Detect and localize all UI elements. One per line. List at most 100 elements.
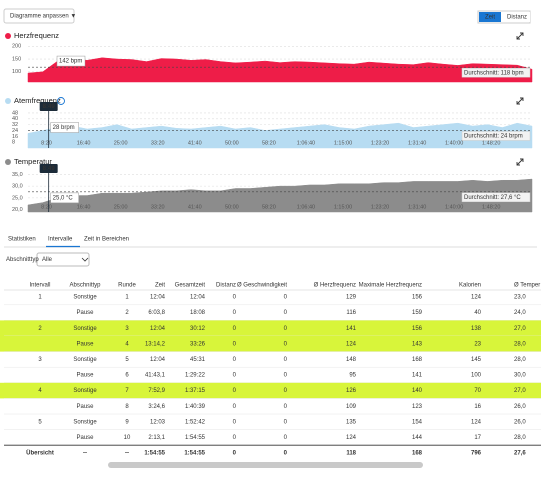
cell: 3 xyxy=(38,357,42,363)
cell: 12:04 xyxy=(150,357,166,363)
cell: 17 xyxy=(474,435,481,441)
cell: 18:08 xyxy=(190,310,206,316)
x-tick-label: 33:20 xyxy=(151,204,165,210)
cell: 140 xyxy=(412,388,423,394)
cell: 0 xyxy=(284,357,288,363)
cell: 12:04 xyxy=(190,295,206,301)
summary-cell: 0 xyxy=(233,451,237,457)
expand-icon xyxy=(516,97,524,105)
tab[interactable]: Statistiken xyxy=(8,237,36,243)
x-tick-label: 1:48:20 xyxy=(482,204,500,210)
cell: 0 xyxy=(284,435,288,441)
tooltip-label: 142 bpm xyxy=(59,59,82,65)
cell: Sonstige xyxy=(73,388,97,394)
average-label: Durchschnitt: 27,6 °C xyxy=(464,195,521,201)
x-tick-label: 1:06:40 xyxy=(297,204,315,210)
cell: 154 xyxy=(412,419,423,425)
cell: 16 xyxy=(474,404,481,410)
legend-dot xyxy=(5,159,11,165)
filter-select[interactable] xyxy=(36,252,90,267)
cell: 10 xyxy=(124,435,131,441)
cell: 41:43,1 xyxy=(145,373,166,379)
cell: 124 xyxy=(346,435,357,441)
tab[interactable]: Zeit in Bereichen xyxy=(84,237,129,243)
cell: 116 xyxy=(346,310,356,316)
cell: 145 xyxy=(471,357,482,363)
cell: 1 xyxy=(125,295,129,301)
cell: 1:29:22 xyxy=(185,373,206,379)
cell: Sonstige xyxy=(73,326,97,332)
x-tick-label: 1:48:20 xyxy=(482,140,500,146)
cell: 141 xyxy=(346,326,357,332)
x-tick-label: 1:15:00 xyxy=(334,204,352,210)
column-header: Ø Temper xyxy=(514,283,540,289)
cell: 26,0 xyxy=(514,404,526,410)
cell: 0 xyxy=(284,404,288,410)
cell: Sonstige xyxy=(73,357,97,363)
cell: 135 xyxy=(346,419,357,425)
column-header: Abschnittyp xyxy=(69,283,101,289)
summary-cell: Übersicht xyxy=(26,450,54,457)
cell: 7:52,9 xyxy=(148,388,165,394)
summary-cell: 118 xyxy=(346,451,356,457)
x-tick-label: 25:00 xyxy=(114,204,128,210)
tooltip-label: 28 brpm xyxy=(53,125,75,131)
tab[interactable]: Intervalle xyxy=(48,237,73,243)
x-tick-label: 1:23:20 xyxy=(371,140,389,146)
tooltip-box xyxy=(50,122,79,133)
cell: 12:04 xyxy=(150,326,166,332)
y-tick-label: 24 xyxy=(12,128,18,134)
dropdown-label: Diagramme anpassen ▼ xyxy=(10,14,76,20)
cell: 0 xyxy=(233,435,237,441)
cell: 0 xyxy=(233,404,237,410)
x-tick-label: 25:00 xyxy=(114,140,128,146)
x-tick-label: 58:20 xyxy=(262,204,276,210)
cell: Pause xyxy=(76,435,94,441)
cell: 27,0 xyxy=(514,388,526,394)
y-tick-label: 100 xyxy=(12,69,21,75)
cursor-badge xyxy=(39,102,58,111)
cell: 28,0 xyxy=(514,341,526,347)
cell: 123 xyxy=(412,404,423,410)
cell: 0 xyxy=(284,388,288,394)
y-tick-label: 48 xyxy=(12,110,18,116)
toggle-option[interactable] xyxy=(504,12,530,22)
x-tick-label: 58:20 xyxy=(262,140,276,146)
cell: 109 xyxy=(346,404,357,410)
cell: 6 xyxy=(125,373,129,379)
cell: 0 xyxy=(233,295,237,301)
summary-cell: 1:54:55 xyxy=(144,451,165,457)
cell: 27,0 xyxy=(514,326,526,332)
cell: 124 xyxy=(471,295,482,301)
cell: Pause xyxy=(76,341,94,347)
x-tick-label: 50:00 xyxy=(225,204,239,210)
cell: 2 xyxy=(125,310,129,316)
x-tick-label: 1:40:00 xyxy=(445,204,463,210)
cell: Pause xyxy=(76,373,94,379)
toggle-label: Zeit xyxy=(485,15,495,21)
column-header: Zeit xyxy=(155,283,165,289)
x-tick-label: 16:40 xyxy=(77,204,91,210)
y-tick-label: 150 xyxy=(12,56,21,62)
cell: 4 xyxy=(125,341,129,347)
summary-cell: 0 xyxy=(284,451,288,457)
scrollbar[interactable] xyxy=(108,462,423,468)
cell: 1:54:55 xyxy=(185,435,206,441)
cell: 0 xyxy=(284,419,288,425)
dropdown-button[interactable] xyxy=(3,8,75,24)
x-tick-label: 8:20 xyxy=(41,204,52,210)
x-tick-label: 1:31:40 xyxy=(408,140,426,146)
toggle-option[interactable] xyxy=(479,12,501,22)
x-tick-label: 1:06:40 xyxy=(297,140,315,146)
info-icon[interactable] xyxy=(57,97,65,105)
cell: 124 xyxy=(471,419,482,425)
summary-cell: -- xyxy=(83,451,87,457)
area xyxy=(27,122,533,149)
column-header: Gesamtzeit xyxy=(175,283,206,289)
summary-cell: 27,6 xyxy=(514,451,526,457)
cell: 124 xyxy=(346,341,357,347)
cell: 0 xyxy=(284,373,288,379)
x-tick-label: 1:15:00 xyxy=(334,140,352,146)
cell: 1:37:15 xyxy=(185,388,206,394)
column-header: Ø Geschwindigkeit xyxy=(237,283,287,289)
